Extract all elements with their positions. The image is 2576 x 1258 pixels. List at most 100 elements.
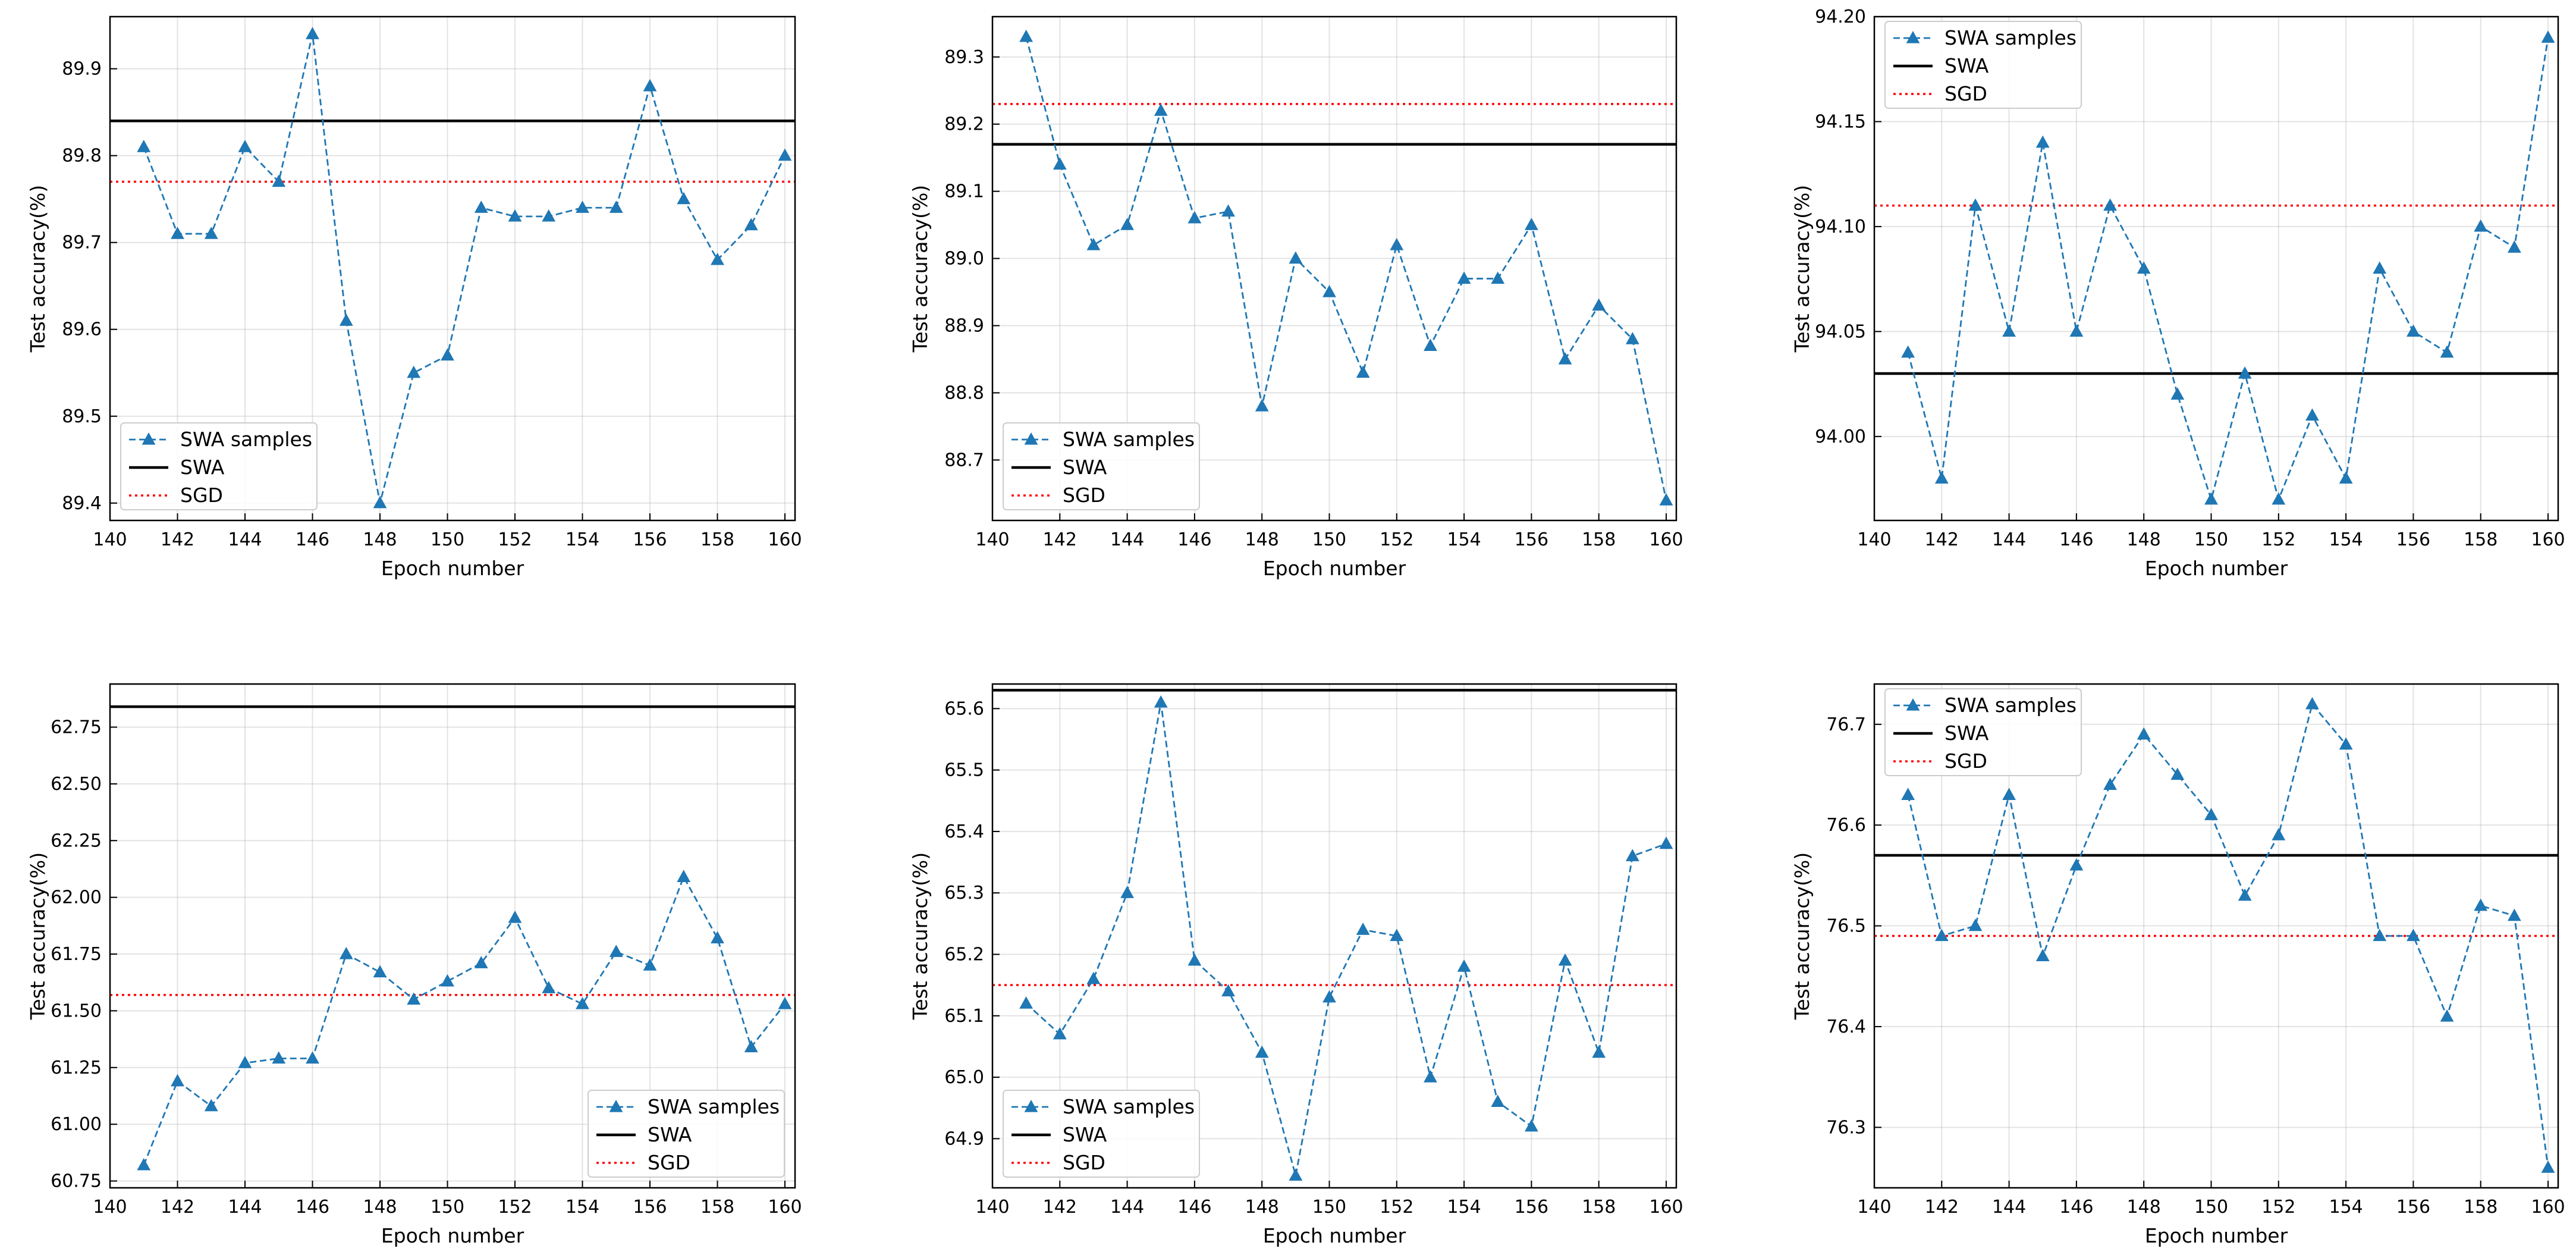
swa-sample-point	[2305, 408, 2319, 421]
axes-frame	[991, 683, 1677, 1189]
swa-samples-line	[1025, 36, 1667, 501]
swa-sample-point	[778, 996, 792, 1009]
legend-sgd-label: SGD	[1944, 82, 1987, 105]
legend-box	[1884, 21, 2082, 109]
legend-swa-samples-label: SWA samples	[180, 428, 312, 451]
subplot-3: 140 142 144 146 148 150 152 154 156 158 160 94.00 94…	[1790, 7, 2565, 580]
swa-sample-point	[2507, 908, 2521, 921]
subplot-4: 140 142 144 146 148 150 152 154 156 158 160 60.75 61…	[26, 683, 802, 1247]
x-tick-label: 160	[1649, 529, 1683, 550]
swa-sample-point	[441, 348, 454, 361]
y-tick-label: 89.9	[62, 59, 102, 80]
swa-sample-point	[272, 174, 286, 187]
legend: SWA samples SWA SGD	[1884, 688, 2082, 776]
x-tick-label: 160	[2531, 1197, 2565, 1218]
swa-sample-point	[204, 1099, 218, 1112]
legend-swa-samples-label: SWA samples	[648, 1095, 780, 1118]
y-tick-label: 89.0	[944, 249, 984, 269]
x-tick-label: 160	[2531, 529, 2565, 550]
swa-sample-point	[744, 218, 758, 231]
axes-frame	[109, 683, 796, 1189]
swa-sample-point	[2204, 492, 2218, 505]
swa-sample-point	[1289, 1168, 1303, 1181]
swa-sample-point	[1322, 990, 1336, 1003]
y-tick-label: 89.5	[62, 406, 102, 427]
y-tick-label: 62.00	[51, 887, 102, 908]
legend-swa-label: SWA	[1944, 54, 1989, 77]
x-tick-label: 152	[2261, 529, 2295, 550]
swa-sample-point	[2170, 767, 2185, 780]
y-tick-label: 94.05	[1815, 321, 1866, 342]
swa-sample-point	[2373, 928, 2387, 942]
legend-swa-samples-label: SWA samples	[1944, 694, 2076, 717]
x-tick-label: 146	[1177, 1197, 1211, 1218]
swa-sample-point	[1356, 923, 1370, 935]
x-tick-label: 160	[1649, 1197, 1683, 1218]
swa-sample-point	[1322, 285, 1336, 297]
x-tick-label: 154	[2329, 1197, 2363, 1218]
y-tick-label: 65.0	[944, 1067, 984, 1088]
x-axis-label: Epoch number	[2145, 557, 2288, 580]
swa-sample-point	[1968, 198, 1983, 211]
swa-sample-point	[2541, 30, 2555, 43]
swa-sample-point	[2373, 261, 2387, 274]
swa-sample-point	[1188, 953, 1202, 966]
swa-sample-point	[1901, 345, 1915, 358]
swa-sample-point	[2137, 727, 2151, 740]
swa-sample-point	[373, 495, 387, 509]
swa-sample-point	[1255, 1045, 1269, 1058]
x-tick-label: 150	[431, 529, 464, 550]
swa-sample-point	[744, 1040, 758, 1053]
y-tick-label: 89.7	[62, 233, 102, 253]
swa-sample-point	[1255, 399, 1269, 412]
y-tick-label: 61.25	[51, 1058, 102, 1078]
y-tick-label: 89.2	[944, 114, 984, 135]
axes-frame	[991, 15, 1677, 522]
swa-sample-point	[2170, 387, 2185, 400]
swa-sample-point	[2305, 697, 2319, 710]
legend-swa-samples-marker	[609, 1100, 623, 1112]
swa-sample-point	[204, 227, 218, 239]
legend: SWA samples SWA SGD	[1003, 422, 1200, 510]
legend-box	[1003, 422, 1200, 510]
x-tick-label: 160	[768, 529, 802, 550]
y-tick-label: 89.4	[62, 493, 102, 514]
y-tick-label: 89.1	[944, 181, 984, 202]
swa-sample-point	[1968, 918, 1983, 931]
x-tick-label: 140	[93, 1197, 127, 1218]
legend-swa-label: SWA	[1063, 1123, 1107, 1146]
swa-sample-point	[1221, 984, 1235, 997]
legend: SWA samples SWA SGD	[1003, 1090, 1200, 1178]
swa-sample-point	[2407, 324, 2420, 337]
swa-sample-point	[576, 996, 589, 1009]
swa-sample-point	[2069, 858, 2084, 871]
x-axis-label: Epoch number	[1263, 557, 1406, 580]
y-axis-label: Test accuracy(%)	[909, 185, 932, 353]
x-tick-label: 158	[2464, 529, 2498, 550]
y-tick-label: 62.25	[51, 830, 102, 851]
legend-swa-samples-label: SWA samples	[1944, 26, 2076, 49]
x-tick-label: 152	[1380, 1197, 1413, 1218]
y-tick-label: 94.10	[1815, 217, 1866, 237]
x-tick-label: 158	[2464, 1197, 2498, 1218]
swa-sample-point	[1086, 237, 1101, 250]
subplot-6: 140 142 144 146 148 150 152 154 156 158 160 76.3 76.…	[1790, 683, 2565, 1247]
swa-sample-point	[1525, 218, 1538, 230]
legend-swa-label: SWA	[1063, 456, 1107, 479]
x-tick-label: 146	[296, 529, 329, 550]
swa-sample-point	[1592, 298, 1606, 311]
swa-sample-point	[508, 209, 522, 222]
swa-sample-point	[474, 956, 488, 968]
swa-sample-point	[778, 148, 792, 161]
x-tick-label: 148	[1245, 1197, 1279, 1218]
swa-sample-point	[2339, 471, 2353, 484]
y-tick-label: 76.3	[1826, 1117, 1866, 1138]
swa-sample-point	[711, 252, 724, 265]
y-tick-label: 94.20	[1815, 7, 1866, 27]
x-tick-label: 146	[2059, 529, 2093, 550]
x-tick-label: 158	[1582, 529, 1616, 550]
x-tick-label: 148	[363, 529, 397, 550]
y-tick-label: 64.9	[944, 1128, 984, 1149]
x-tick-label: 156	[2396, 1197, 2430, 1218]
swa-sample-point	[2507, 240, 2521, 253]
